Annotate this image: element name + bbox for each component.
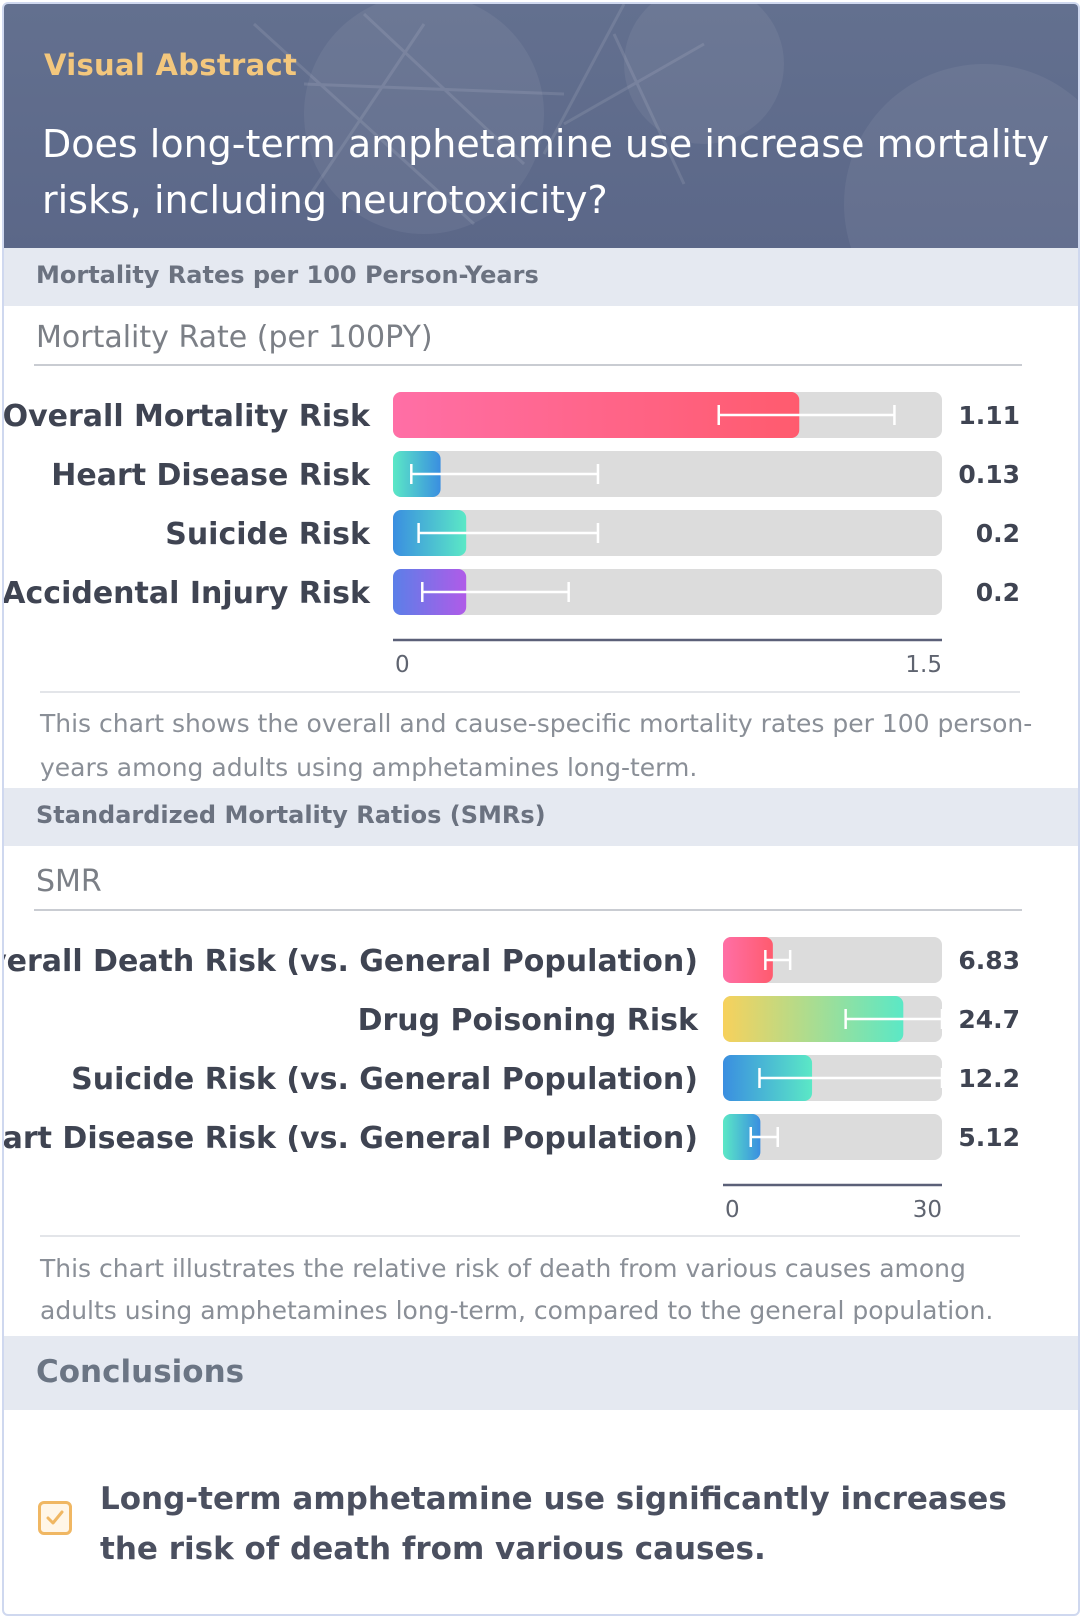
- tick-label: 0: [395, 652, 410, 678]
- chart-title-divider: [34, 364, 1022, 366]
- section-heading-label: Standardized Mortality Ratios (SMRs): [36, 801, 546, 829]
- mortality-rate-chart: Overall Mortality Risk 1.11 Heart Disease …: [4, 392, 1020, 678]
- chart-caption-mortality: This chart shows the overall and cause-s…: [40, 709, 1033, 782]
- category-label: Drug Poisoning Risk: [358, 1003, 699, 1038]
- data-label: 0.2: [976, 519, 1020, 548]
- smr-chart: Overall Death Risk (vs. General Populati…: [4, 937, 1020, 1223]
- chart-title-divider: [34, 909, 1022, 911]
- tick-label: 30: [913, 1197, 942, 1223]
- category-label: Suicide Risk (vs. General Population): [71, 1062, 698, 1097]
- bar-track: [393, 510, 942, 556]
- data-label: 6.83: [958, 946, 1020, 975]
- data-label: 24.7: [958, 1005, 1020, 1034]
- section-heading-mortality: Mortality Rates per 100 Person-Years: [4, 248, 1078, 306]
- check-icon: [38, 1501, 72, 1535]
- frost-background-image: [252, 4, 1078, 248]
- bar: [723, 996, 904, 1042]
- data-label: 1.11: [958, 401, 1020, 430]
- data-label: 5.12: [958, 1123, 1020, 1152]
- bar-track: [393, 569, 942, 615]
- category-label: Suicide Risk: [165, 517, 371, 552]
- category-label: Overall Mortality Risk: [4, 399, 371, 434]
- chart-caption-divider: [40, 1235, 1020, 1237]
- category-label: Overall Death Risk (vs. General Populati…: [4, 944, 698, 979]
- section-heading-smr: Standardized Mortality Ratios (SMRs): [4, 788, 1078, 846]
- category-label: Heart Disease Risk: [51, 458, 371, 493]
- page-title: Does long-term amphetamine use increase …: [42, 122, 1050, 222]
- section-heading-label: Conclusions: [36, 1354, 245, 1390]
- conclusion-text: Long-term amphetamine use significantly …: [100, 1481, 1007, 1567]
- bar: [723, 937, 773, 983]
- chart-title-mortality: Mortality Rate (per 100PY): [36, 320, 433, 355]
- bar-track: [723, 1114, 942, 1160]
- chart-caption-divider: [40, 691, 1020, 693]
- bar-track: [723, 937, 942, 983]
- bar: [393, 392, 800, 438]
- tick-label: 0: [725, 1197, 740, 1223]
- bar-track: [393, 451, 942, 497]
- data-label: 0.13: [958, 460, 1020, 489]
- section-heading-conclusions: Conclusions: [4, 1336, 1078, 1410]
- chart-title-smr: SMR: [36, 864, 102, 899]
- header-eyebrow: Visual Abstract: [44, 48, 298, 82]
- data-label: 12.2: [958, 1064, 1020, 1093]
- section-heading-label: Mortality Rates per 100 Person-Years: [36, 261, 539, 289]
- data-label: 0.2: [976, 578, 1020, 607]
- header-banner: Visual Abstract Does long-term amphetami…: [4, 4, 1078, 248]
- category-label: Heart Disease Risk (vs. General Populati…: [4, 1121, 698, 1156]
- bar: [723, 1114, 761, 1160]
- chart-caption-smr: This chart illustrates the relative risk…: [40, 1254, 994, 1325]
- tick-label: 1.5: [905, 652, 942, 678]
- category-label: Accidental Injury Risk: [4, 576, 371, 611]
